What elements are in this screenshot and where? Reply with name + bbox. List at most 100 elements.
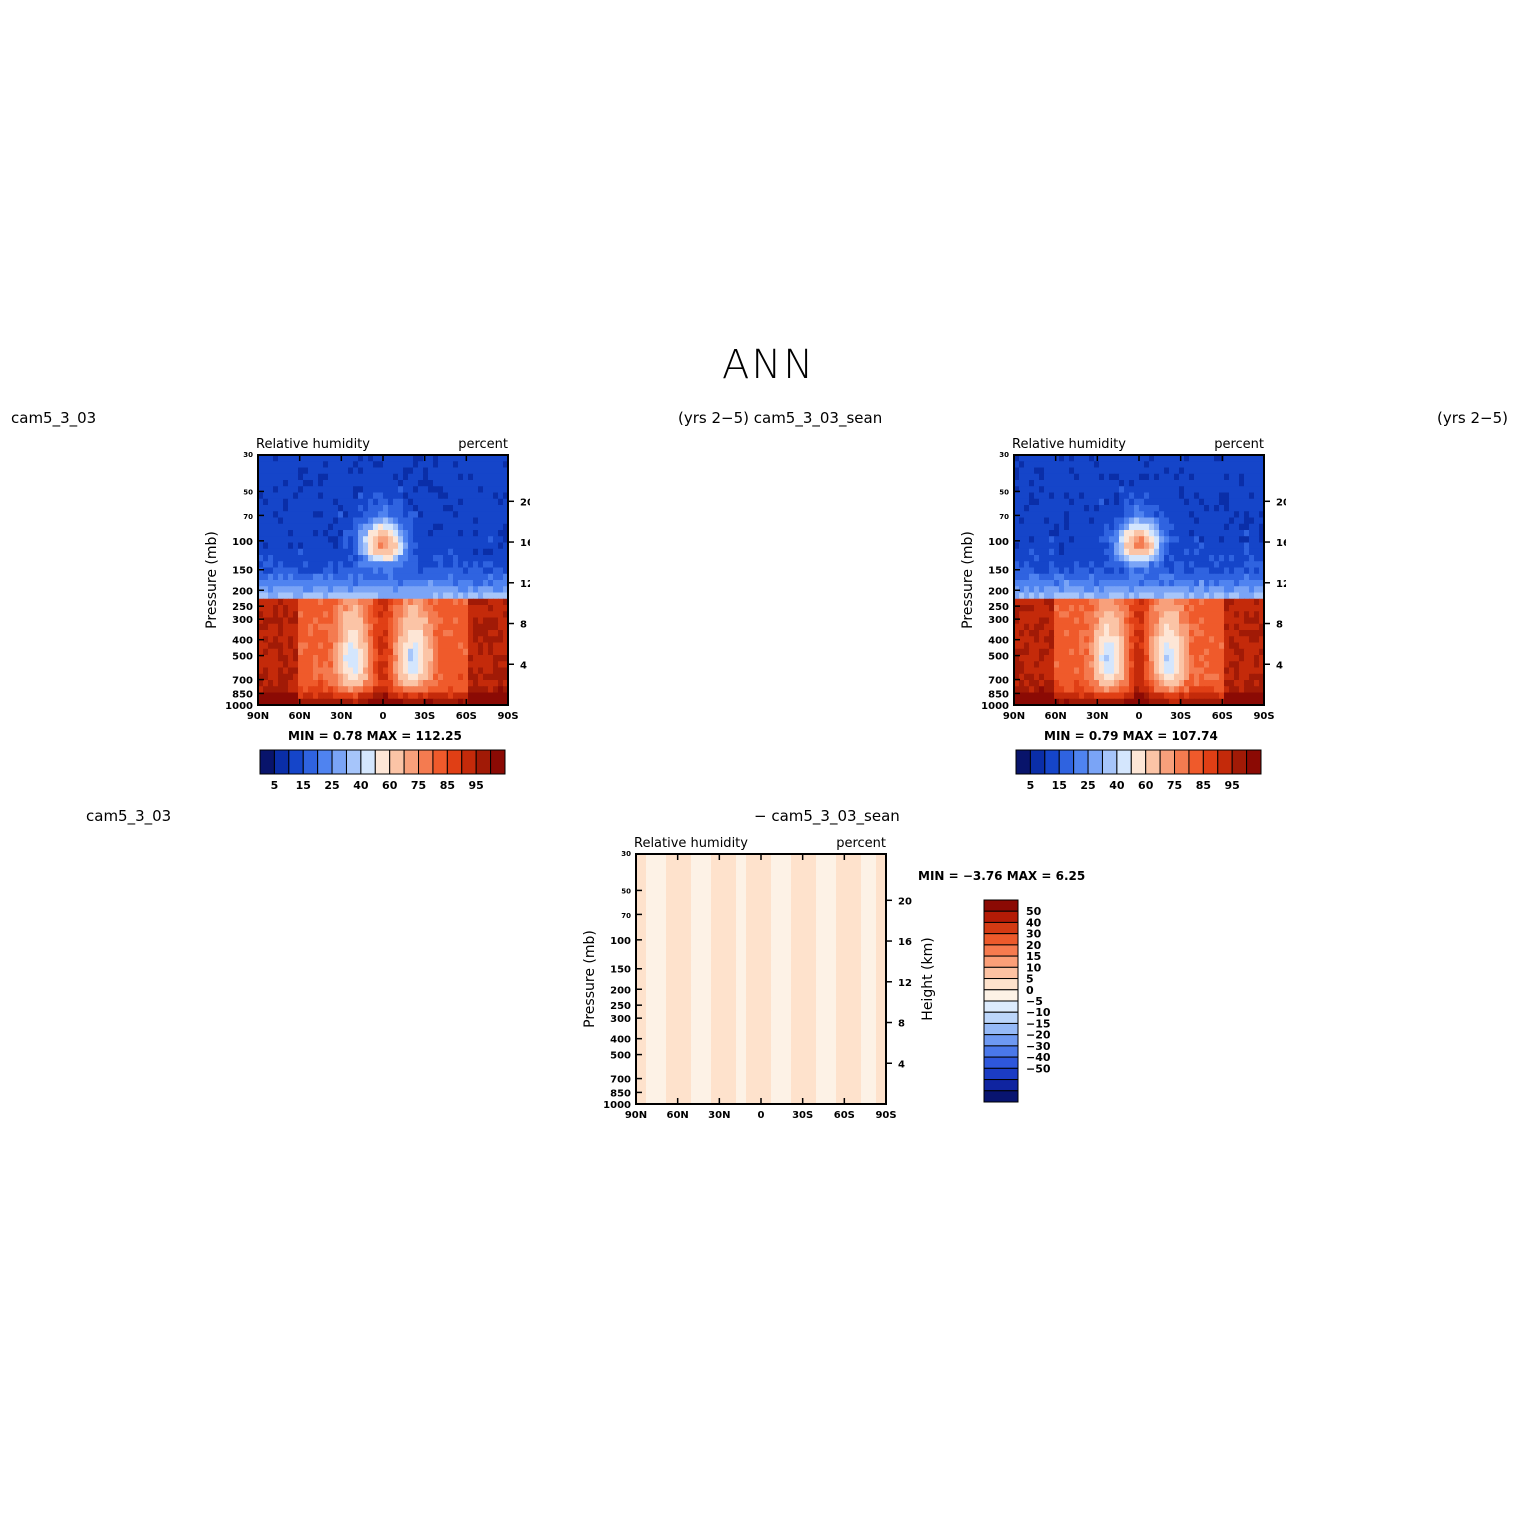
heatmap-cell [866, 891, 872, 899]
heatmap-cell [283, 530, 289, 537]
heatmap-cell [403, 567, 409, 575]
heatmap-cell [493, 611, 499, 619]
heatmap-cell [263, 598, 269, 606]
heatmap-cell [293, 611, 299, 619]
heatmap-cell [1229, 555, 1235, 562]
heatmap-cell [268, 467, 274, 475]
heatmap-cell [1229, 523, 1235, 531]
heatmap-cell [348, 455, 354, 462]
heatmap-cell [443, 536, 449, 544]
heatmap-cell [293, 486, 299, 494]
heatmap-cell [846, 947, 852, 955]
heatmap-cell [458, 655, 464, 662]
heatmap-cell [1119, 667, 1125, 675]
heatmap-cell [1054, 567, 1060, 575]
heatmap-cell [263, 642, 269, 650]
heatmap-cell [323, 623, 329, 631]
heatmap-cell [1119, 567, 1125, 575]
heatmap-cell [791, 891, 797, 899]
heatmap-cell [298, 542, 304, 550]
heatmap-cell [1104, 661, 1110, 669]
heatmap-cell [1014, 605, 1020, 612]
heatmap-cell [423, 461, 429, 469]
heatmap-cell [1084, 686, 1090, 694]
heatmap-cell [1079, 536, 1085, 544]
heatmap-cell [676, 885, 682, 893]
heatmap-cell [821, 922, 827, 930]
heatmap-cell [841, 885, 847, 893]
heatmap-cell [1259, 473, 1265, 481]
heatmap-cell [711, 947, 717, 955]
heatmap-cell [1119, 617, 1125, 625]
heatmap-cell [1214, 498, 1220, 506]
heatmap-cell [1129, 673, 1135, 681]
heatmap-cell [383, 617, 389, 625]
heatmap-cell [1149, 511, 1155, 519]
heatmap-cell [303, 561, 309, 569]
heatmap-cell [1249, 480, 1255, 487]
heatmap-cell [1239, 517, 1245, 525]
heatmap-cell [876, 885, 882, 893]
heatmap-cell [343, 480, 349, 487]
heatmap-cell [716, 922, 722, 930]
heatmap-cell [333, 648, 339, 656]
heatmap-cell [453, 561, 459, 569]
heatmap-cell [1244, 605, 1250, 612]
heatmap-cell [1054, 673, 1060, 681]
heatmap-cell [468, 523, 474, 531]
heatmap-cell [1124, 480, 1130, 487]
heatmap-cell [488, 698, 494, 706]
heatmap-cell [348, 530, 354, 537]
heatmap-cell [333, 673, 339, 681]
heatmap-cell [308, 673, 314, 681]
heatmap-cell [1034, 511, 1040, 519]
heatmap-cell [1189, 555, 1195, 562]
heatmap-cell [1079, 511, 1085, 519]
heatmap-cell [726, 885, 732, 893]
heatmap-cell [363, 680, 369, 687]
heatmap-cell [343, 486, 349, 494]
heatmap-cell [1219, 530, 1225, 537]
heatmap-cell [333, 523, 339, 531]
heatmap-cell [1114, 648, 1120, 656]
heatmap-cell [443, 542, 449, 550]
heatmap-cell [1194, 686, 1200, 694]
heatmap-cell [881, 947, 887, 955]
heatmap-cell [811, 929, 817, 936]
heatmap-cell [1074, 623, 1080, 631]
heatmap-cell [333, 486, 339, 494]
heatmap-cell [418, 648, 424, 656]
heatmap-cell [846, 897, 852, 905]
heatmap-cell [1024, 530, 1030, 537]
heatmap-cell [333, 623, 339, 631]
heatmap-cell [1204, 523, 1210, 531]
heatmap-cell [1189, 630, 1195, 637]
heatmap-cell [1174, 536, 1180, 544]
heatmap-cell [268, 480, 274, 487]
heatmap-cell [428, 480, 434, 487]
heatmap-cell [488, 667, 494, 675]
heatmap-cell [726, 891, 732, 899]
heatmap-cell [283, 498, 289, 506]
heatmap-cell [273, 580, 279, 587]
heatmap-cell [831, 947, 837, 955]
heatmap-cell [746, 866, 752, 874]
heatmap-cell [731, 922, 737, 930]
heatmap-cell [503, 505, 509, 512]
heatmap-cell [1084, 473, 1090, 481]
heatmap-cell [388, 698, 394, 706]
heatmap-cell [841, 860, 847, 868]
heatmap-cell [483, 511, 489, 519]
heatmap-cell [348, 667, 354, 675]
heatmap-cell [801, 904, 807, 911]
heatmap-cell [473, 486, 479, 494]
heatmap-cell [308, 567, 314, 575]
heatmap-cell [1119, 498, 1125, 506]
heatmap-cell [498, 480, 504, 487]
heatmap-cell [1179, 630, 1185, 637]
heatmap-cell [1234, 611, 1240, 619]
heatmap-cell [1079, 498, 1085, 506]
heatmap-cell [1134, 492, 1140, 500]
heatmap-cell [423, 667, 429, 675]
heatmap-cell [463, 592, 469, 600]
